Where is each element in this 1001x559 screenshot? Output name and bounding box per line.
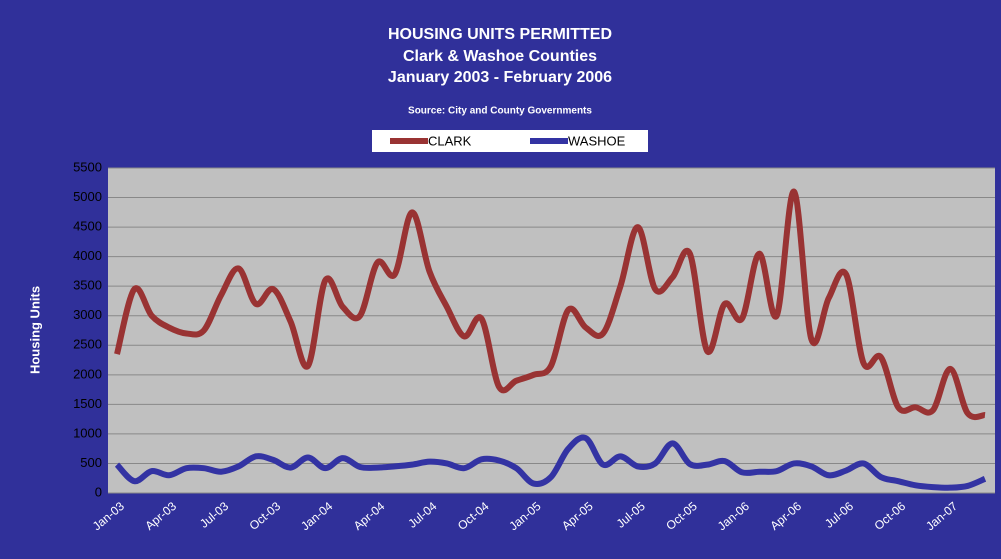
legend-label: CLARK: [428, 133, 472, 148]
y-tick-label: 3500: [73, 278, 102, 293]
x-tick-label: Jul-05: [614, 499, 648, 531]
x-tick-label: Apr-03: [142, 499, 179, 533]
y-tick-label: 2000: [73, 366, 102, 381]
x-tick-label: Oct-06: [872, 499, 909, 533]
legend-box: [372, 130, 648, 152]
x-tick-label: Oct-05: [663, 499, 700, 533]
x-tick-label: Apr-05: [559, 499, 596, 533]
chart-subtitle: Clark & Washoe Counties: [403, 48, 597, 65]
y-tick-label: 5000: [73, 189, 102, 204]
x-tick-label: Jul-03: [197, 499, 231, 531]
x-tick-label: Jan-05: [506, 499, 543, 534]
y-tick-label: 500: [80, 455, 102, 470]
y-tick-label: 0: [95, 484, 102, 499]
series-line: [114, 434, 987, 491]
y-tick-label: 3000: [73, 307, 102, 322]
x-tick-label: Oct-03: [247, 499, 284, 533]
x-tick-label: Jan-07: [923, 499, 960, 534]
chart-subtitle: January 2003 - February 2006: [388, 69, 612, 86]
y-tick-label: 5500: [73, 159, 102, 174]
legend-label: WASHOE: [568, 133, 626, 148]
x-tick-label: Oct-04: [455, 499, 492, 533]
y-axis-label: Housing Units: [27, 286, 42, 374]
x-tick-label: Jan-06: [715, 499, 752, 534]
chart-title: HOUSING UNITS PERMITTED: [388, 26, 612, 43]
y-tick-label: 4500: [73, 219, 102, 234]
x-tick-label: Jan-04: [298, 499, 335, 534]
x-tick-label: Jan-03: [90, 499, 127, 534]
y-tick-label: 2500: [73, 337, 102, 352]
x-tick-label: Apr-06: [767, 499, 804, 533]
source-note: Source: City and County Governments: [408, 106, 592, 117]
x-tick-label: Jul-04: [405, 499, 439, 531]
x-tick-label: Apr-04: [351, 499, 388, 533]
y-tick-label: 4000: [73, 248, 102, 263]
y-tick-label: 1000: [73, 425, 102, 440]
plot-area: [108, 168, 995, 493]
series-line: [114, 188, 986, 421]
y-tick-label: 1500: [73, 396, 102, 411]
x-tick-label: Jul-06: [822, 499, 856, 531]
